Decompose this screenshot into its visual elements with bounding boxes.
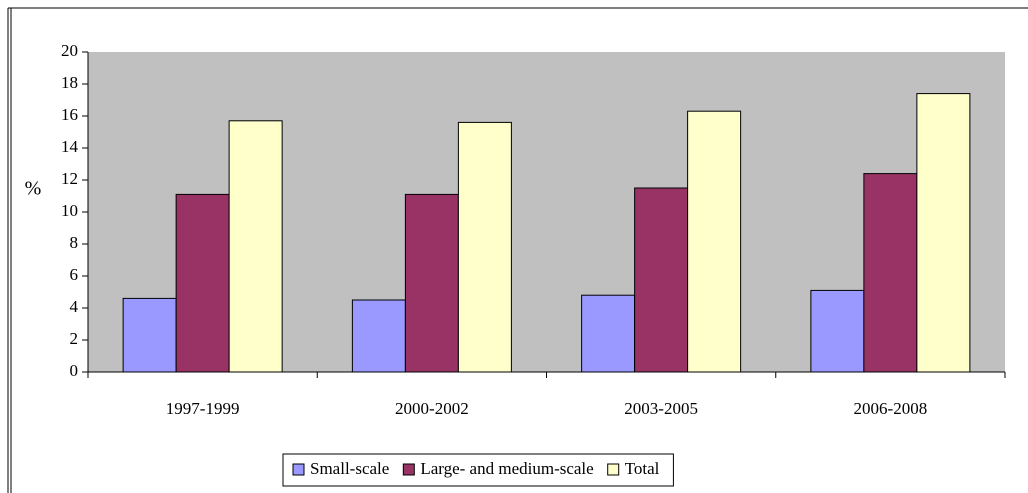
- y-tick-label: 8: [70, 233, 79, 252]
- y-tick-label: 18: [61, 73, 78, 92]
- bar: [687, 110, 742, 373]
- y-tick-label: 6: [70, 265, 79, 284]
- y-axis-label: %: [25, 178, 42, 200]
- bar: [457, 121, 512, 373]
- bar: [228, 120, 283, 373]
- y-tick-label: 0: [70, 361, 79, 380]
- bar: [581, 294, 636, 373]
- bar: [810, 289, 865, 373]
- legend-label: Total: [625, 459, 660, 478]
- bar: [404, 193, 459, 373]
- y-tick-label: 4: [70, 297, 79, 316]
- legend-swatch: [607, 463, 620, 476]
- x-tick-label: 2003-2005: [624, 399, 698, 418]
- y-tick-label: 14: [61, 137, 79, 156]
- legend-swatch: [402, 463, 415, 476]
- x-tick-label: 2000-2002: [395, 399, 469, 418]
- y-tick-label: 20: [61, 41, 78, 60]
- bar: [863, 173, 918, 373]
- y-tick-label: 2: [70, 329, 79, 348]
- bar: [351, 299, 406, 373]
- bar: [175, 193, 230, 373]
- x-tick-label: 1997-1999: [166, 399, 240, 418]
- y-tick-label: 10: [61, 201, 78, 220]
- legend-label: Small-scale: [310, 459, 389, 478]
- y-tick-label: 16: [61, 105, 78, 124]
- x-tick-label: 2006-2008: [854, 399, 928, 418]
- bar: [634, 187, 689, 373]
- y-tick-label: 12: [61, 169, 78, 188]
- legend-label: Large- and medium-scale: [420, 459, 593, 478]
- legend-swatch: [292, 463, 305, 476]
- bar: [122, 297, 177, 373]
- bar: [916, 93, 971, 373]
